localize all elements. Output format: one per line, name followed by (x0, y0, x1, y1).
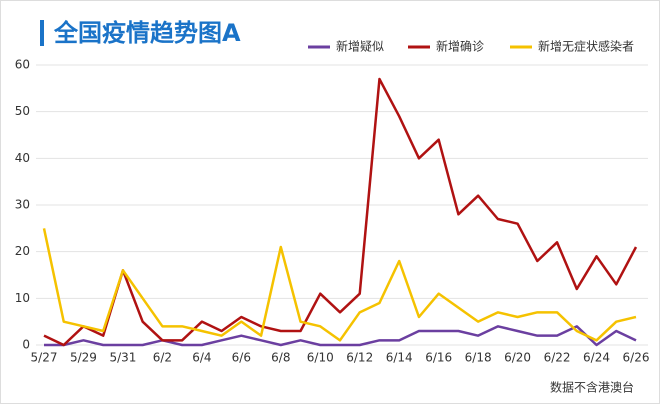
x-tick-label: 6/4 (192, 351, 211, 365)
x-tick-label: 6/18 (465, 351, 492, 365)
x-tick-label: 6/24 (583, 351, 610, 365)
x-tick-label: 6/22 (544, 351, 571, 365)
x-tick-label: 5/27 (31, 351, 58, 365)
y-tick-label: 20 (15, 244, 30, 258)
series-line (44, 325, 637, 347)
x-tick-label: 6/2 (153, 351, 172, 365)
x-tick-label: 6/20 (504, 351, 531, 365)
y-tick-label: 10 (15, 291, 30, 305)
series-line (42, 228, 637, 342)
x-tick-label: 6/14 (386, 351, 413, 365)
y-tick-label: 60 (15, 58, 30, 72)
x-tick-label: 5/31 (109, 351, 136, 365)
note: 数据不含港澳台 (550, 380, 634, 395)
x-tick-label: 6/6 (232, 351, 251, 365)
legend-label: 新增确诊 (436, 39, 484, 54)
chart-title: 全国疫情趋势图A (53, 19, 241, 47)
x-tick-label: 6/16 (425, 351, 452, 365)
x-tick-label: 6/26 (623, 351, 650, 365)
legend-label: 新增无症状感染者 (538, 39, 634, 54)
y-tick-label: 50 (15, 104, 30, 118)
y-tick-label: 0 (22, 338, 30, 352)
y-tick-label: 30 (15, 198, 30, 212)
x-tick-label: 5/29 (70, 351, 97, 365)
y-tick-label: 40 (15, 151, 30, 165)
series-line (43, 77, 638, 347)
x-tick-label: 6/8 (271, 351, 290, 365)
title-bar (40, 20, 44, 46)
x-tick-label: 6/12 (346, 351, 373, 365)
x-tick-label: 6/10 (307, 351, 334, 365)
legend-label: 新增疑似 (336, 39, 384, 54)
